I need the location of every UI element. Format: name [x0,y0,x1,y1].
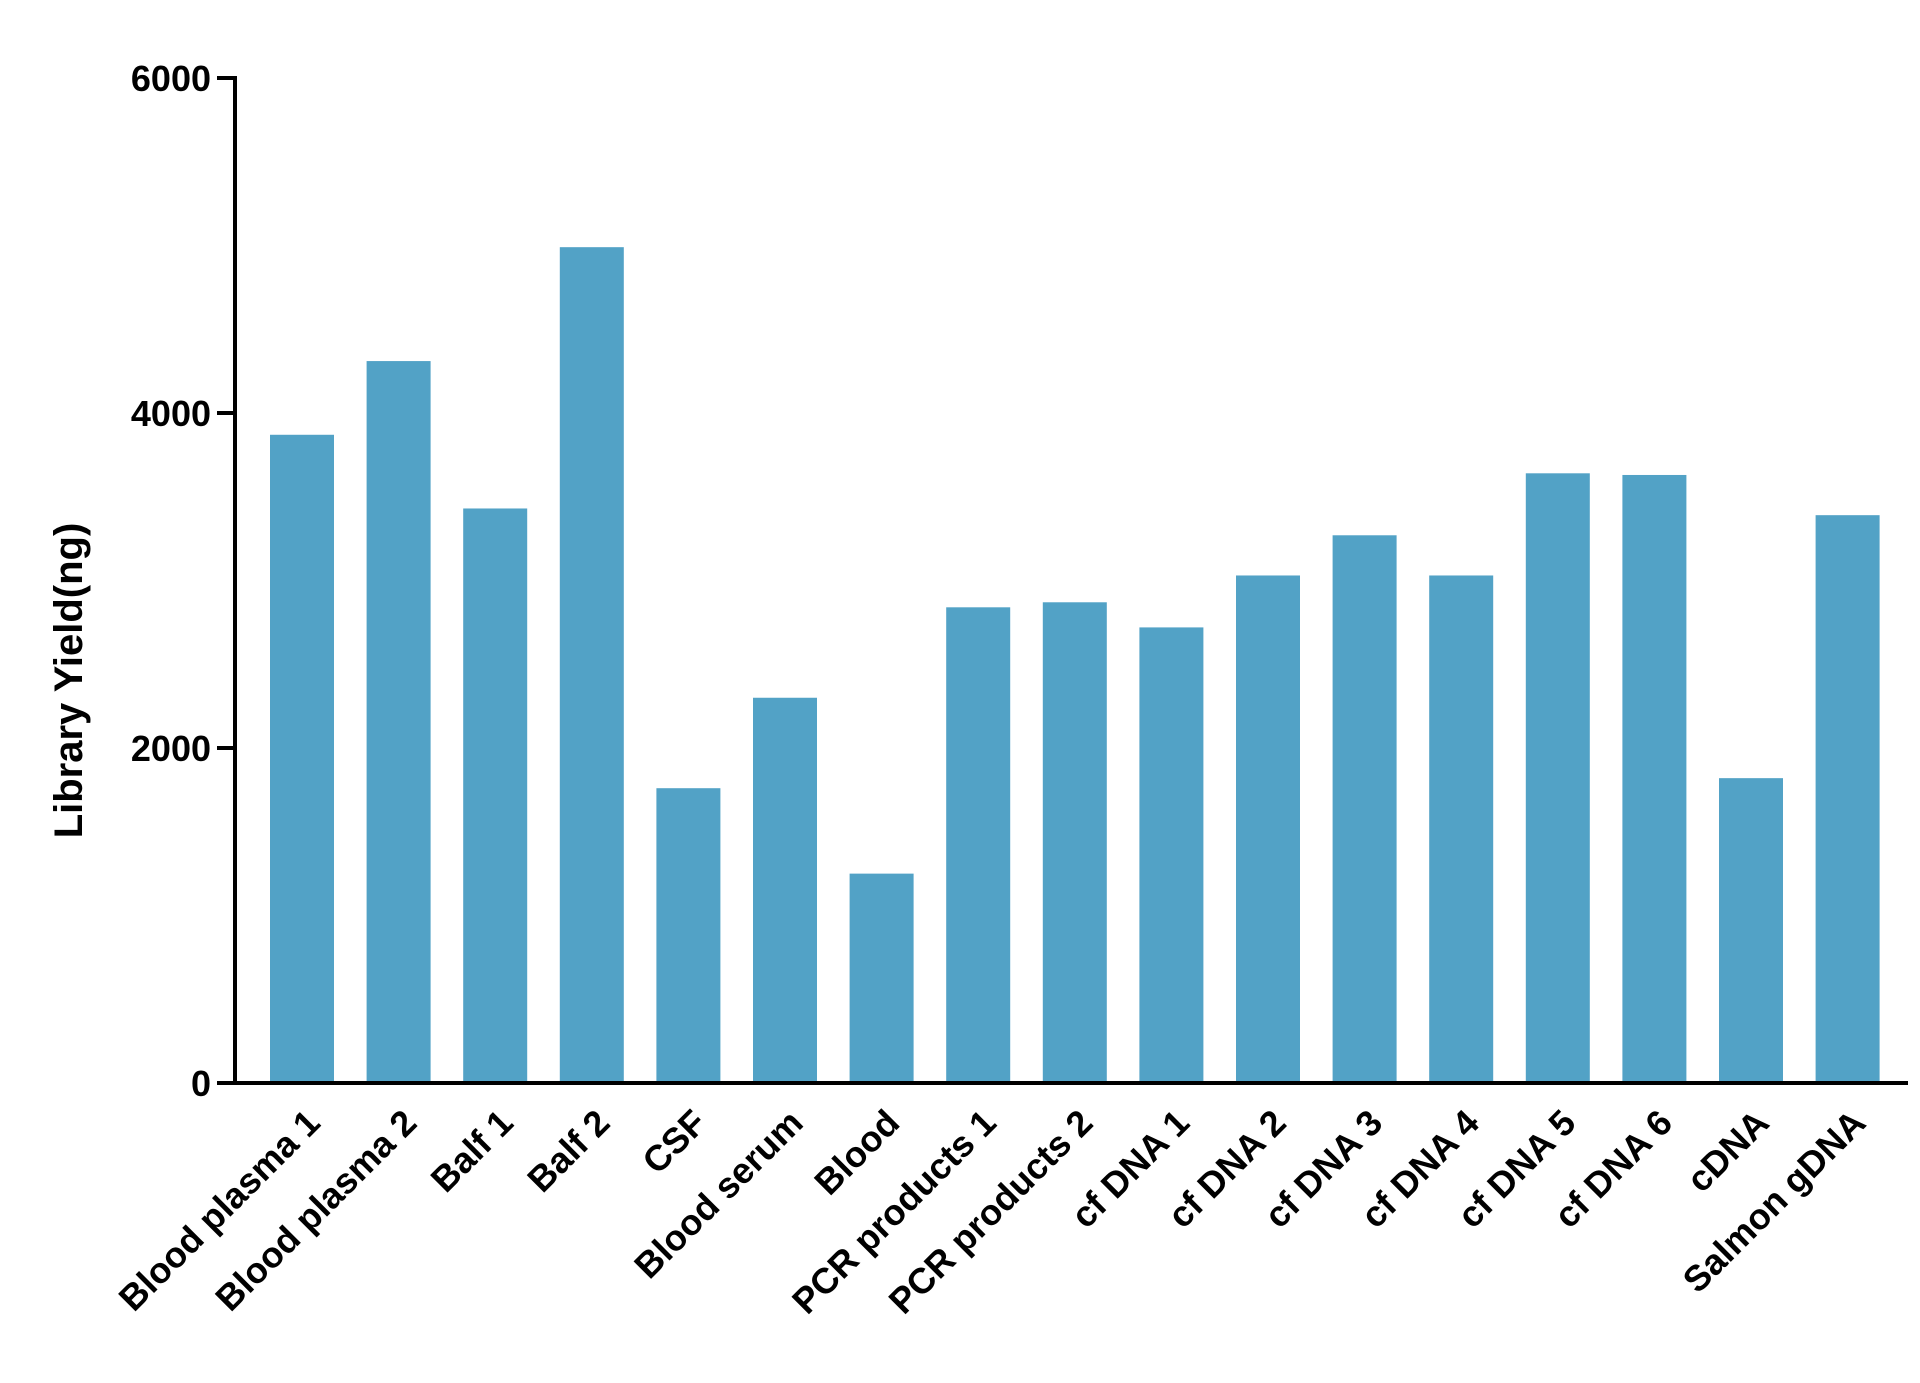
bar [1332,535,1397,1083]
x-category-label: Balf 2 [519,1102,617,1200]
bar [1815,515,1880,1083]
bar [656,788,721,1083]
bar [1042,602,1107,1083]
bar [463,508,528,1084]
bar [1525,473,1590,1083]
x-category-label: CSF [634,1102,714,1182]
bar [1236,575,1300,1083]
bar [1139,627,1204,1083]
bars-group [270,247,1880,1084]
y-tick-label: 6000 [131,58,211,99]
bar [849,873,914,1083]
bar [1429,575,1494,1083]
y-axis-title: Library Yield(ng) [47,523,91,839]
bar [1622,474,1687,1084]
bar [559,247,624,1084]
y-tick-label: 2000 [131,728,211,769]
bar [270,434,334,1083]
y-tick-label: 0 [191,1063,211,1104]
x-category-label: Balf 1 [423,1102,521,1200]
y-axis-ticks: 0 2000 4000 6000 [131,58,235,1104]
y-tick-label: 4000 [131,393,211,434]
bar [366,361,431,1083]
bar [946,607,1011,1083]
bar [753,697,817,1083]
x-category-label: Blood serum [626,1102,811,1287]
bar [1719,778,1783,1083]
